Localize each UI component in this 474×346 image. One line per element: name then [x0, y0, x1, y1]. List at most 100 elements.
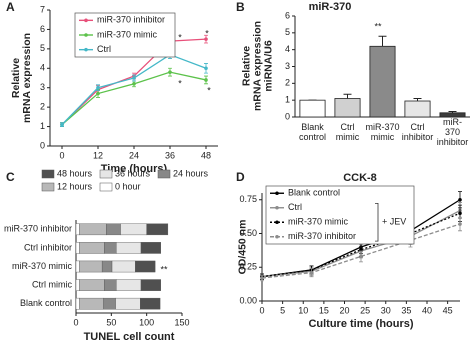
annotation: **: [160, 264, 168, 274]
x-axis-title: TUNEL cell count: [84, 331, 175, 343]
x-tick-label: 0: [59, 150, 64, 160]
legend-label: miR-370 mimic: [97, 29, 158, 39]
y-tick-label: 4: [285, 44, 290, 54]
bar-segment: [146, 223, 169, 236]
x-tick-label: 5: [280, 305, 285, 315]
y-tick-label: 0.25: [239, 262, 257, 272]
legend-label: 0 hour: [115, 181, 141, 191]
x-tick-label: 36: [165, 150, 175, 160]
legend-swatch: [41, 169, 55, 179]
bar-segment: [106, 223, 121, 236]
x-axis-title: Time (hours): [101, 163, 168, 175]
y-tick-label: 6: [40, 24, 45, 34]
y-tick-label: 0.75: [239, 194, 257, 204]
y-axis-title: Relative mRNA expression miRNA/U6: [240, 20, 275, 112]
bar: [369, 45, 396, 118]
x-tick-label: Ctrl inhibitor: [401, 122, 434, 142]
x-tick-label: 50: [106, 317, 116, 327]
bar-segment: [79, 223, 107, 236]
annotation: *: [205, 28, 209, 38]
x-tick-label: 10: [298, 305, 308, 315]
data-point: [96, 91, 100, 96]
bar-segment: [103, 297, 116, 310]
data-point: [458, 211, 462, 216]
y-tick-label: 3: [40, 82, 45, 92]
x-tick-label: 12: [93, 150, 103, 160]
data-point: [132, 82, 136, 86]
legend-bracket: [375, 203, 379, 242]
legend-swatch: [157, 169, 171, 179]
legend-swatch: [41, 182, 55, 192]
x-tick-label: 40: [422, 305, 432, 315]
x-axis-title: Culture time (hours): [308, 318, 413, 330]
data-point: [204, 78, 208, 82]
legend-marker: [275, 205, 279, 210]
bar: [334, 98, 361, 118]
data-point: [204, 66, 208, 71]
bar-segment: [120, 223, 147, 236]
legend-label: miR-370 inhibitor: [288, 231, 356, 241]
data-point: [60, 122, 64, 127]
x-tick-label: 48: [201, 150, 211, 160]
x-tick-label: Ctrl mimic: [335, 122, 360, 142]
x-tick-label: Blank control: [298, 122, 327, 142]
x-tick-label: 25: [360, 305, 370, 315]
data-point: [260, 276, 264, 280]
data-point: [309, 270, 314, 275]
bar-segment: [104, 242, 117, 254]
legend-label: miR-370 inhibitor: [97, 15, 165, 25]
bar-segment: [104, 279, 117, 291]
legend-label: Ctrl: [97, 44, 111, 54]
y-tick-label: 1: [40, 121, 45, 131]
y-tick-label: 3: [285, 61, 290, 71]
annotation: *: [178, 78, 182, 88]
error-bar: [343, 93, 352, 99]
legend-box: [265, 185, 415, 245]
y-axis-title: OD/450 nm: [236, 219, 249, 275]
x-tick-label: 15: [319, 305, 329, 315]
panel-label: A: [6, 0, 15, 14]
legend-marker: [275, 234, 279, 239]
x-tick-label: miR-370 inhibitor: [436, 117, 469, 147]
series-line: [261, 212, 461, 278]
y-tick-label: 6: [285, 10, 290, 20]
bar: [299, 99, 326, 118]
bar-segment: [79, 279, 105, 291]
y-tick-label: 7: [40, 4, 45, 14]
y-axis-title: Relative mRNA expression: [10, 32, 33, 124]
y-tick-label: Blank control: [20, 298, 72, 308]
data-point: [168, 70, 172, 74]
bar-segment: [111, 260, 136, 273]
y-tick-label: Ctrl mimic: [32, 279, 72, 289]
y-tick-label: 2: [40, 102, 45, 112]
y-tick-label: 1: [285, 95, 290, 105]
bar-segment: [116, 242, 142, 254]
annotation: *: [207, 85, 211, 95]
bar-segment: [140, 279, 162, 291]
error-bar: [378, 35, 387, 47]
x-tick-label: 45: [443, 305, 453, 315]
y-tick-label: 2: [285, 78, 290, 88]
data-point: [458, 197, 462, 202]
x-tick-label: 150: [174, 317, 189, 327]
bar-segment: [79, 260, 103, 273]
bar: [439, 112, 466, 118]
data-point: [132, 76, 136, 80]
legend-marker: [275, 220, 279, 225]
x-tick-label: 30: [381, 305, 391, 315]
error-bar: [413, 97, 422, 102]
legend-label: 36 hours: [115, 168, 151, 178]
legend-label: 24 hours: [173, 168, 209, 178]
x-tick-label: 24: [129, 150, 139, 160]
y-tick-label: Ctrl inhibitor: [24, 242, 72, 252]
data-point: [359, 247, 363, 252]
data-point: [458, 222, 462, 226]
y-tick-label: 5: [40, 43, 45, 53]
y-tick-label: 0: [40, 140, 45, 150]
bar-segment: [115, 297, 141, 310]
legend-marker: [84, 18, 88, 23]
x-tick-label: 0: [259, 305, 264, 315]
panel-label: D: [236, 170, 245, 184]
